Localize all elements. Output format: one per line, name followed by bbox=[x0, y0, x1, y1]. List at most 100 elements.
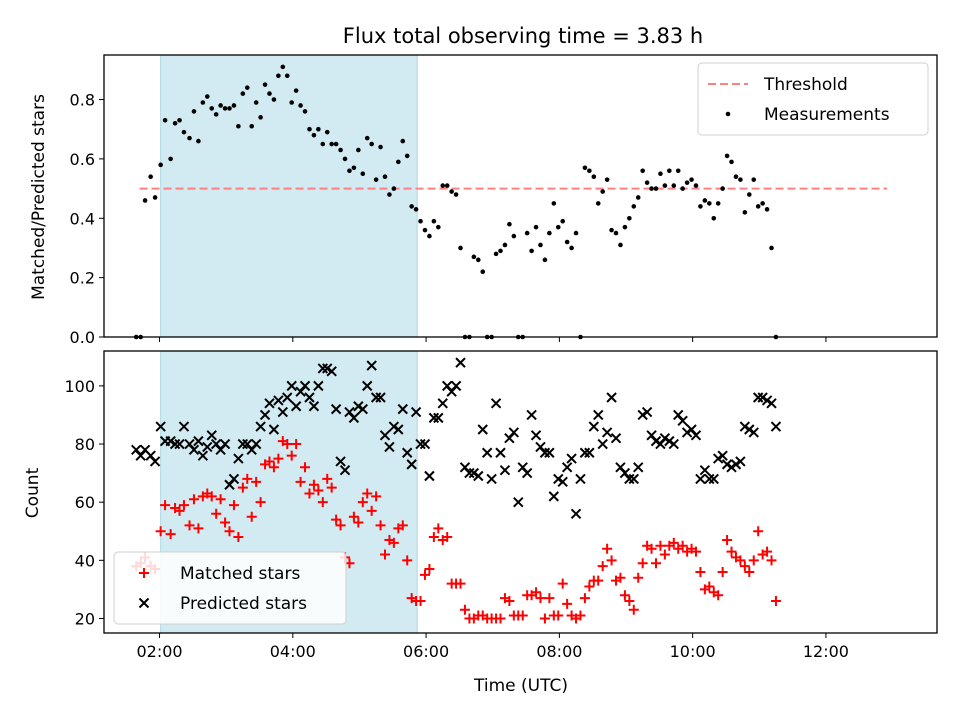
measurement-point bbox=[218, 103, 223, 108]
predicted-star-point bbox=[641, 406, 653, 418]
measurement-point bbox=[204, 94, 210, 99]
measurement-point bbox=[298, 103, 303, 108]
top-legend bbox=[697, 62, 929, 136]
measurement-point bbox=[760, 201, 765, 206]
measurement-point bbox=[302, 109, 308, 114]
measurement-point bbox=[555, 224, 561, 230]
predicted-star-point bbox=[155, 421, 166, 432]
measurement-point bbox=[391, 186, 397, 191]
matched-star-point bbox=[539, 613, 550, 624]
matched-star-point bbox=[348, 511, 359, 522]
measurement-point bbox=[595, 201, 601, 206]
predicted-star-point bbox=[437, 398, 448, 409]
predicted-star-point bbox=[250, 438, 262, 450]
measurement-point bbox=[511, 233, 517, 239]
measurement-point bbox=[613, 230, 619, 236]
matched-star-point bbox=[273, 453, 284, 464]
predicted-star-point bbox=[481, 447, 493, 458]
matched-star-point bbox=[646, 543, 657, 554]
predicted-star-point bbox=[561, 462, 573, 473]
predicted-star-point bbox=[539, 447, 551, 458]
matched-star-point bbox=[264, 456, 275, 467]
matched-star-point bbox=[762, 546, 773, 557]
matched-star-point bbox=[655, 540, 666, 551]
measurement-point bbox=[689, 177, 694, 182]
measurement-point bbox=[236, 123, 241, 129]
bottom-y-axis-label: Count bbox=[23, 467, 43, 518]
top-axes-frame bbox=[103, 54, 938, 338]
predicted-star-point bbox=[668, 438, 679, 450]
matched-star-point bbox=[220, 517, 231, 528]
measurement-point bbox=[316, 126, 321, 132]
bottom-panel: 20 40 60 80 100 02:00 04:00 06:00 08:00 10:00 12:0… bbox=[64, 350, 938, 661]
chart-title: Flux total observing time = 3.83 h bbox=[343, 24, 703, 48]
matched-star-point bbox=[504, 596, 515, 607]
measurement-point bbox=[538, 242, 543, 248]
matched-star-point bbox=[308, 479, 319, 490]
measurement-point bbox=[458, 245, 463, 251]
predicted-star-point bbox=[282, 392, 293, 403]
matched-star-point bbox=[397, 520, 408, 531]
predicted-star-point bbox=[379, 430, 391, 441]
predicted-star-point bbox=[433, 412, 444, 424]
bottom-axes-frame bbox=[103, 350, 938, 634]
matched-star-point bbox=[415, 596, 426, 607]
measurement-point bbox=[769, 245, 774, 251]
predicted-star-point bbox=[402, 447, 413, 458]
predicted-star-point bbox=[717, 450, 728, 461]
measurement-point bbox=[168, 156, 173, 162]
predicted-star-point bbox=[508, 427, 520, 438]
predicted-star-point bbox=[477, 424, 488, 435]
matched-star-point bbox=[459, 604, 470, 615]
measurement-point bbox=[427, 233, 432, 239]
predicted-star-point bbox=[699, 464, 711, 476]
bottom-legend-swatch bbox=[139, 568, 149, 578]
measurement-point bbox=[662, 183, 668, 188]
matched-star-point bbox=[357, 497, 368, 508]
matched-star-point bbox=[286, 450, 297, 461]
matched-star-point bbox=[388, 537, 399, 548]
predicted-star-point bbox=[335, 456, 346, 467]
matched-star-point bbox=[402, 555, 413, 566]
matched-star-point bbox=[433, 523, 444, 534]
measurement-point bbox=[142, 198, 148, 203]
predicted-star-point bbox=[348, 412, 360, 424]
bottom-y-tick-label: 60 bbox=[75, 493, 95, 512]
measurement-point bbox=[271, 97, 277, 102]
measurement-point bbox=[158, 162, 163, 168]
measurement-point bbox=[631, 204, 637, 209]
matched-star-point bbox=[495, 613, 506, 624]
matched-star-point bbox=[155, 526, 166, 537]
predicted-star-point bbox=[375, 392, 386, 403]
matched-star-point bbox=[188, 494, 199, 505]
measurement-point bbox=[684, 180, 690, 185]
matched-star-point bbox=[651, 558, 662, 569]
measurement-point bbox=[680, 186, 685, 191]
top-y-tick-label: 0.4 bbox=[70, 209, 95, 228]
measurement-point bbox=[373, 177, 379, 182]
measurement-point bbox=[347, 168, 352, 174]
matched-star-point bbox=[753, 526, 764, 537]
bottom-x-tick-label: 10:00 bbox=[670, 642, 716, 661]
matched-star-point bbox=[419, 569, 430, 580]
measurement-point bbox=[693, 183, 699, 188]
measurement-point bbox=[253, 100, 259, 105]
measurement-point bbox=[764, 207, 770, 212]
matched-star-point bbox=[766, 555, 777, 566]
predicted-star-point bbox=[770, 421, 782, 432]
matched-star-point bbox=[326, 482, 337, 493]
predicted-star-point bbox=[366, 360, 377, 371]
measurement-point bbox=[418, 218, 423, 224]
measurement-point bbox=[671, 183, 677, 188]
measurement-point bbox=[258, 115, 263, 120]
predicted-star-point bbox=[464, 467, 475, 479]
measurement-point bbox=[369, 141, 374, 147]
predicted-star-point bbox=[397, 403, 408, 415]
predicted-star-point bbox=[273, 395, 284, 406]
bottom-x-tick-label: 04:00 bbox=[270, 642, 316, 661]
matched-star-point bbox=[313, 485, 324, 496]
predicted-star-point bbox=[313, 380, 324, 392]
measurement-point bbox=[524, 230, 530, 236]
matched-star-point bbox=[517, 610, 528, 621]
predicted-star-point bbox=[193, 435, 204, 447]
